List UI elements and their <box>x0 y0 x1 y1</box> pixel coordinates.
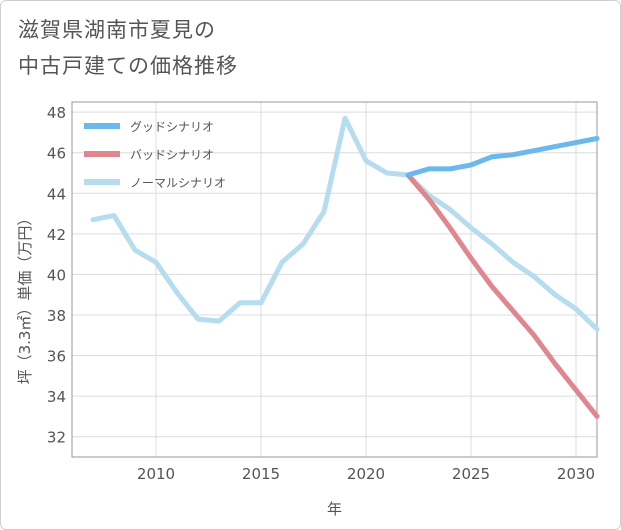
x-tick-label: 2010 <box>137 465 175 483</box>
y-tick-label: 32 <box>47 429 66 447</box>
x-tick-label: 2025 <box>452 465 490 483</box>
y-tick-label: 44 <box>47 185 66 203</box>
plot-border <box>71 101 598 458</box>
bad-scenario-line <box>405 172 600 419</box>
y-tick-label: 38 <box>47 307 66 325</box>
normal-scenario-line <box>90 115 600 332</box>
x-tick-label: 2030 <box>557 465 595 483</box>
y-tick-label: 48 <box>47 104 66 122</box>
chart-title-line-2: 中古戸建ての価格推移 <box>18 54 238 78</box>
x-tick-label: 2020 <box>347 465 385 483</box>
good-scenario-line <box>405 136 600 178</box>
x-axis-title: 年 <box>327 500 342 518</box>
legend-normal-scenario-label: ノーマルシナリオ <box>130 176 226 190</box>
y-tick-label: 42 <box>47 226 66 244</box>
chart-title-line-1: 滋賀県湖南市夏見の <box>18 18 216 42</box>
legend-bad-scenario-label: バッドシナリオ <box>130 148 214 162</box>
y-tick-label: 46 <box>47 145 66 163</box>
y-tick-label: 34 <box>47 388 66 406</box>
legend-good-scenario-label: グッドシナリオ <box>130 120 214 134</box>
y-axis-title: 坪（3.3㎡）単価（万円） <box>16 211 34 385</box>
chart-title: 滋賀県湖南市夏見の 中古戸建ての価格推移 <box>18 12 238 84</box>
y-tick-label: 40 <box>47 266 66 284</box>
y-tick-label: 36 <box>47 348 66 366</box>
x-tick-label: 2015 <box>242 465 280 483</box>
